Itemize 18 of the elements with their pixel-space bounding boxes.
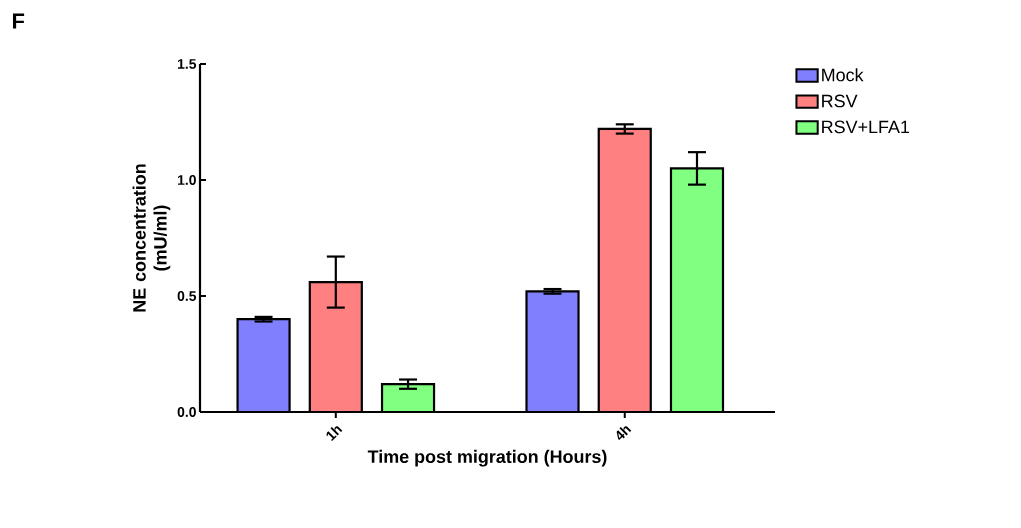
text: F xyxy=(12,13,25,29)
legend-label: Mock xyxy=(822,68,864,82)
bar xyxy=(597,127,652,412)
bar xyxy=(237,319,290,412)
y-tick-label: 1.0 xyxy=(177,175,196,185)
bar xyxy=(309,282,362,412)
x-tick-label: 4h xyxy=(616,426,632,441)
x-tick-label: 1h xyxy=(326,426,343,441)
y-tick-label: 0.5 xyxy=(177,291,197,301)
bar xyxy=(525,290,580,412)
x-axis-title: Time post migration (Hours) xyxy=(367,449,607,467)
y-tick-label: 0.0 xyxy=(177,407,196,417)
legend-label: RSV+LFA1 xyxy=(822,120,910,134)
bar xyxy=(382,384,435,412)
y-tick-label: 1.5 xyxy=(177,59,197,69)
bar xyxy=(669,167,725,412)
y-axis-title: NE concentration (mU/ml) xyxy=(132,164,171,312)
legend-label: RSV xyxy=(822,94,858,108)
